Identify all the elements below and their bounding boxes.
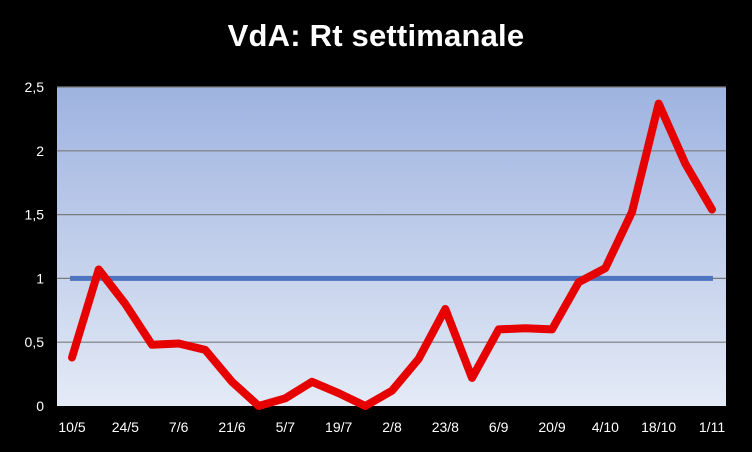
x-tick-label: 21/6 (218, 419, 245, 435)
x-tick-label: 2/8 (382, 419, 402, 435)
x-tick-label: 24/5 (112, 419, 139, 435)
x-tick-label: 5/7 (276, 419, 296, 435)
y-tick-label: 0,5 (25, 334, 45, 350)
x-tick-label: 1/11 (699, 419, 725, 435)
series-lines (68, 99, 716, 410)
chart-title: VdA: Rt settimanale (227, 18, 525, 53)
y-tick-label: 2 (36, 143, 44, 159)
x-axis-tick-labels: 10/5 24/5 7/6 21/6 5/7 19/7 2/8 23/8 6/9 20/9 4/10… (58, 419, 725, 435)
x-tick-label: 18/10 (641, 419, 676, 435)
x-tick-label: 20/9 (538, 419, 565, 435)
y-tick-label: 2,5 (25, 79, 45, 95)
y-tick-label: 0 (36, 398, 44, 414)
x-tick-label: 6/9 (489, 419, 509, 435)
y-tick-label: 1,5 (25, 207, 45, 223)
x-tick-label: 4/10 (592, 419, 619, 435)
x-tick-label: 10/5 (58, 419, 85, 435)
x-tick-label: 19/7 (325, 419, 352, 435)
x-tick-label: 23/8 (432, 419, 459, 435)
y-tick-label: 1 (36, 270, 44, 286)
x-tick-label: 7/6 (169, 419, 189, 435)
y-axis-tick-labels: 0 0,5 1 1,5 2 2,5 (25, 79, 45, 414)
plot-area (57, 87, 726, 406)
